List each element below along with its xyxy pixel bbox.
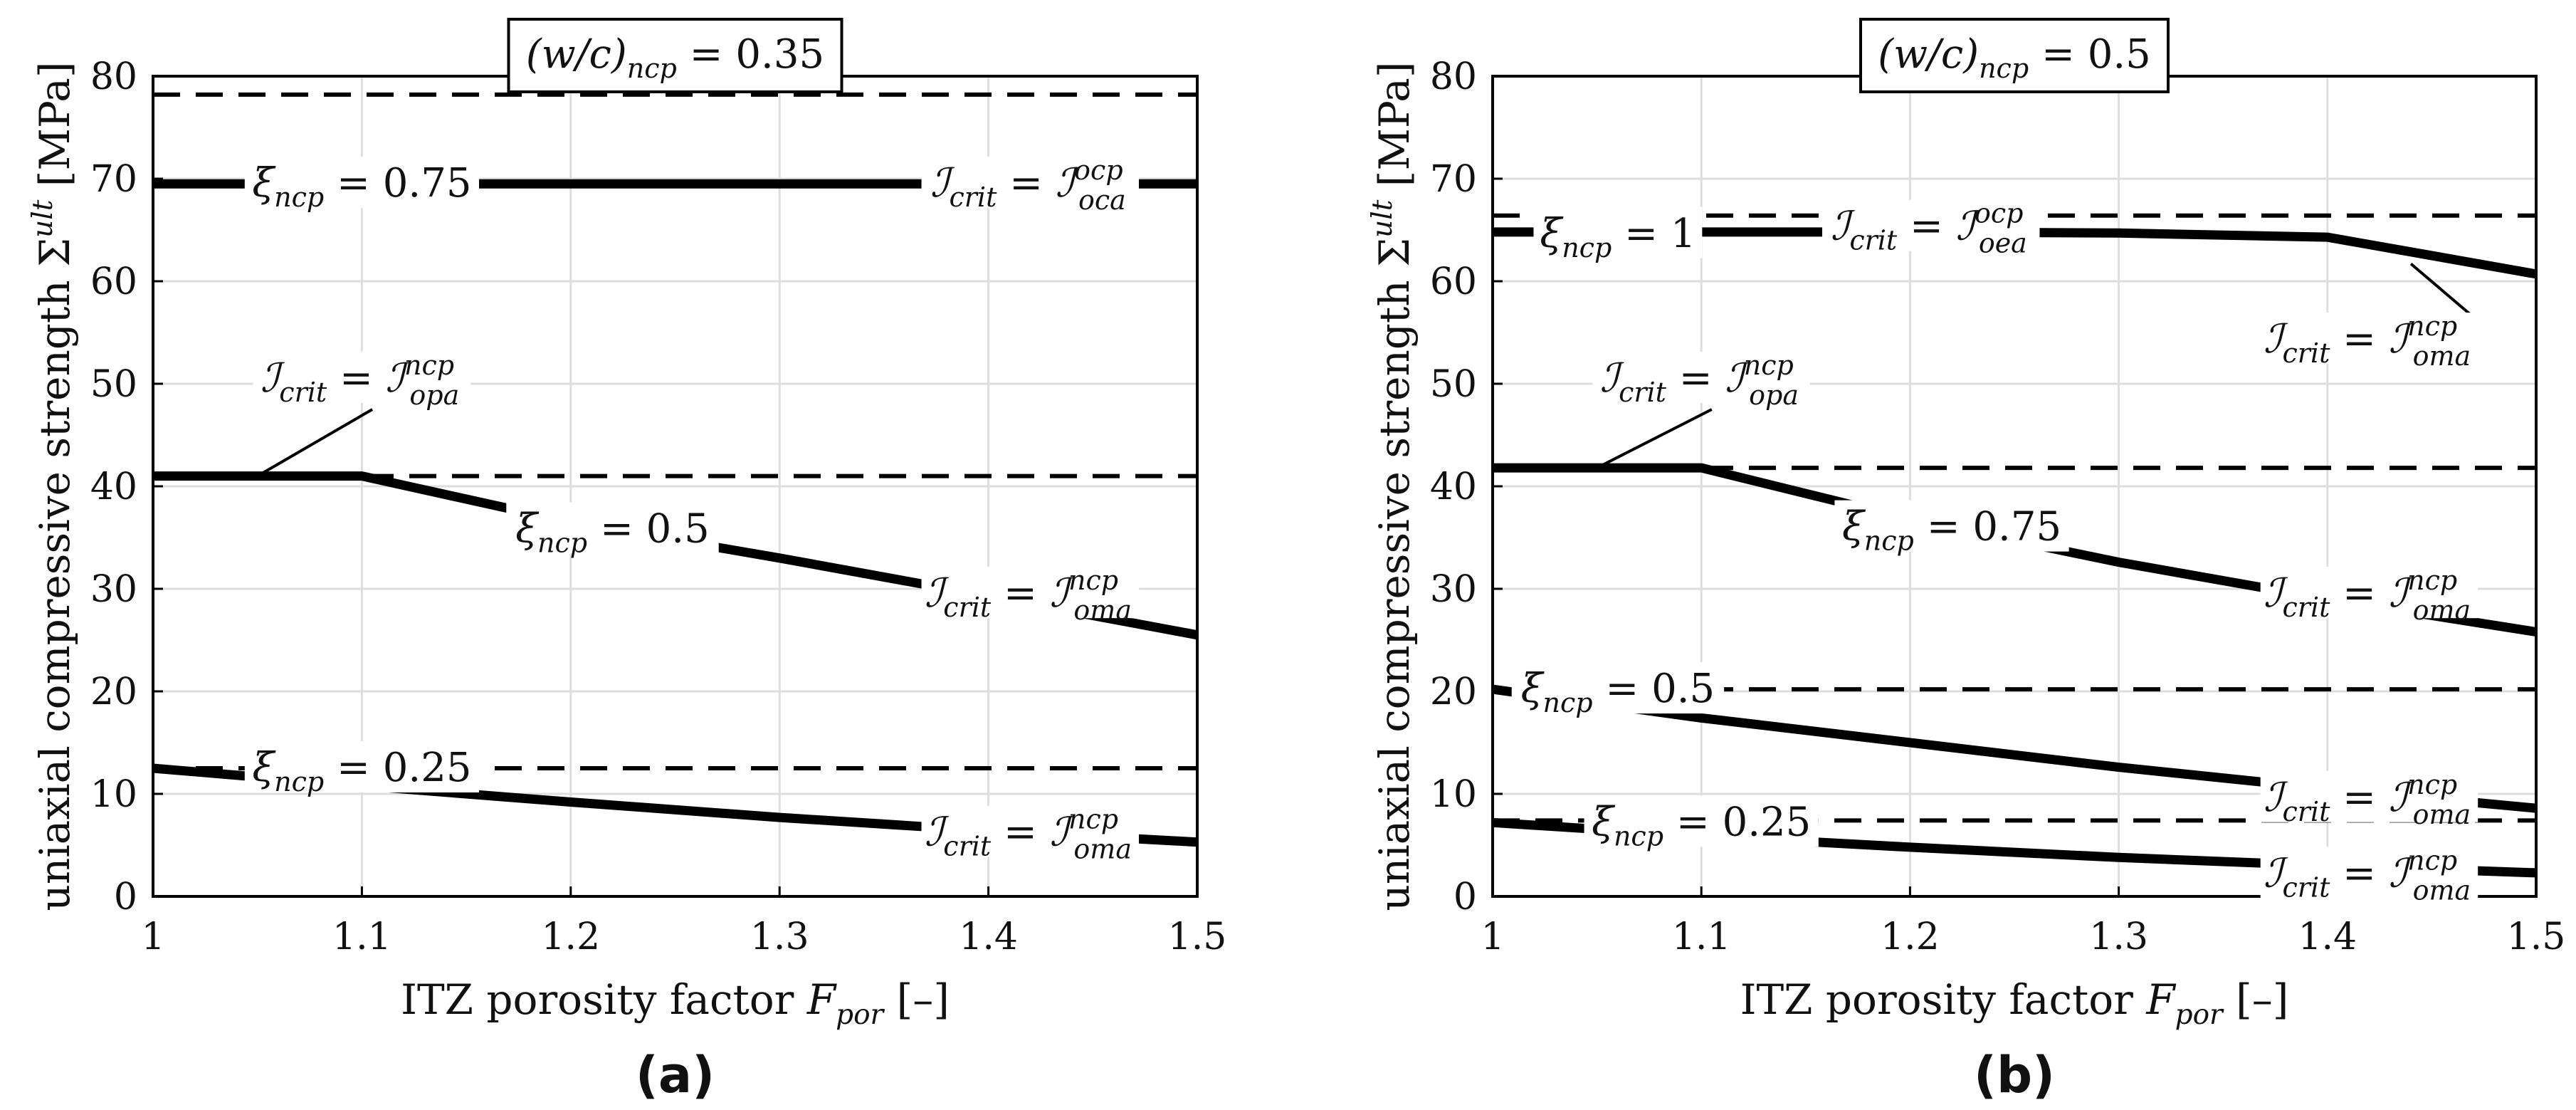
y-tick-label: 80	[90, 56, 137, 98]
annotation-background	[1533, 206, 1703, 258]
annotation-label: ℐcrit = ℐncp oma	[925, 804, 1136, 865]
panel-label: (a)	[636, 1046, 715, 1104]
annotation-label: ℐcrit = ℐocp oea	[1831, 198, 2031, 259]
annotation-background	[921, 567, 1140, 619]
x-axis-label: ITZ porosity factor Fpor [–]	[1740, 975, 2289, 1031]
x-tick-label: 1	[1481, 916, 1504, 958]
x-tick-label: 1.5	[2507, 916, 2566, 958]
x-axis-label: ITZ porosity factor Fpor [–]	[401, 975, 950, 1031]
chart-title: (w/c)ncp = 0.35	[526, 31, 824, 84]
annotation-label: ℐcrit = ℐncp opa	[1600, 350, 1803, 411]
chart-title-box	[507, 18, 843, 93]
annotation-label: ξncp = 0.75	[1842, 504, 2061, 557]
annotation-leader	[256, 408, 374, 478]
x-tick-label: 1.3	[2089, 916, 2148, 958]
chart-panel-a: 1 1.1 1.2 1.3 1.4 1.5 0 10 20 30 40 50 60 70 80 ITZ por…	[27, 18, 1227, 1104]
annotation-background	[1584, 795, 1819, 847]
y-axis-label: uniaxial compressive strength Σult [MPa]	[27, 62, 79, 911]
annotation-label: ℐcrit = ℐncp oma	[2264, 844, 2475, 906]
y-tick-label: 20	[1430, 671, 1477, 713]
annotation-label: ℐcrit = ℐncp oma	[2264, 310, 2475, 372]
x-tick-label: 1.4	[959, 916, 1018, 958]
x-tick-label: 1.3	[750, 916, 809, 958]
annotation-leader	[2409, 262, 2475, 318]
annotation-label: ℐcrit = ℐncp opa	[261, 350, 463, 411]
annotation-label: ℐcrit = ℐncp oma	[2264, 565, 2475, 626]
x-tick-label: 1.2	[541, 916, 600, 958]
annotation-label: ξncp = 0.25	[1592, 799, 1811, 852]
y-tick-label: 60	[1430, 261, 1477, 303]
annotation-background	[921, 805, 1140, 857]
annotation-background	[2260, 770, 2478, 822]
panel-label: (b)	[1974, 1046, 2055, 1104]
y-tick-label: 20	[90, 671, 137, 713]
annotation-label: ℐcrit = ℐocp oca	[930, 155, 1130, 216]
y-tick-label: 30	[1430, 568, 1477, 611]
y-tick-label: 60	[90, 261, 137, 303]
x-tick-label: 1	[141, 916, 164, 958]
chart-title-box	[1859, 18, 2170, 93]
y-axis-label: uniaxial compressive strength Σult [MPa]	[1367, 62, 1419, 911]
x-tick-label: 1.5	[1168, 916, 1227, 958]
annotation-background	[253, 351, 471, 403]
x-tick-label: 1.1	[332, 916, 391, 958]
annotation-label: ℐcrit = ℐncp oma	[2264, 769, 2475, 830]
y-tick-label: 80	[1430, 56, 1477, 98]
y-tick-label: 70	[90, 158, 137, 201]
y-tick-label: 0	[1453, 876, 1477, 918]
chart-panel-b: 1 1.1 1.2 1.3 1.4 1.5 0 10 20 30 40 50 60 70 80 ITZ por…	[1367, 18, 2566, 1104]
annotation-background	[244, 157, 480, 209]
annotation-label: ξncp = 0.5	[515, 506, 710, 558]
annotation-label: ξncp = 0.25	[252, 745, 471, 797]
annotation-label: ξncp = 0.5	[1521, 666, 1715, 718]
annotation-background	[1834, 500, 2069, 552]
annotation-background	[506, 502, 719, 554]
annotation-label: ξncp = 0.75	[252, 160, 471, 213]
annotation-background	[244, 741, 480, 792]
y-tick-label: 40	[90, 466, 137, 508]
x-tick-label: 1.2	[1881, 916, 1940, 958]
y-tick-label: 10	[1430, 773, 1477, 816]
y-tick-label: 30	[90, 568, 137, 611]
annotation-label: ℐcrit = ℐncp oma	[925, 565, 1136, 626]
y-tick-label: 50	[90, 363, 137, 406]
y-tick-label: 10	[90, 773, 137, 816]
annotation-background	[1592, 351, 1810, 403]
y-tick-label: 70	[1430, 158, 1477, 201]
chart-title: (w/c)ncp = 0.5	[1878, 31, 2151, 84]
annotation-label: ξncp = 1	[1540, 211, 1696, 263]
annotation-background	[1511, 662, 1725, 714]
x-tick-label: 1.1	[1672, 916, 1731, 958]
x-tick-label: 1.4	[2298, 916, 2357, 958]
y-tick-label: 40	[1430, 466, 1477, 508]
y-tick-label: 50	[1430, 363, 1477, 406]
annotation-background	[2260, 847, 2478, 899]
annotation-background	[1821, 199, 2040, 251]
y-tick-label: 0	[114, 876, 137, 918]
annotation-background	[2260, 313, 2478, 365]
annotation-leader	[1596, 408, 1713, 469]
annotation-background	[2260, 567, 2478, 619]
annotation-background	[921, 157, 1140, 209]
